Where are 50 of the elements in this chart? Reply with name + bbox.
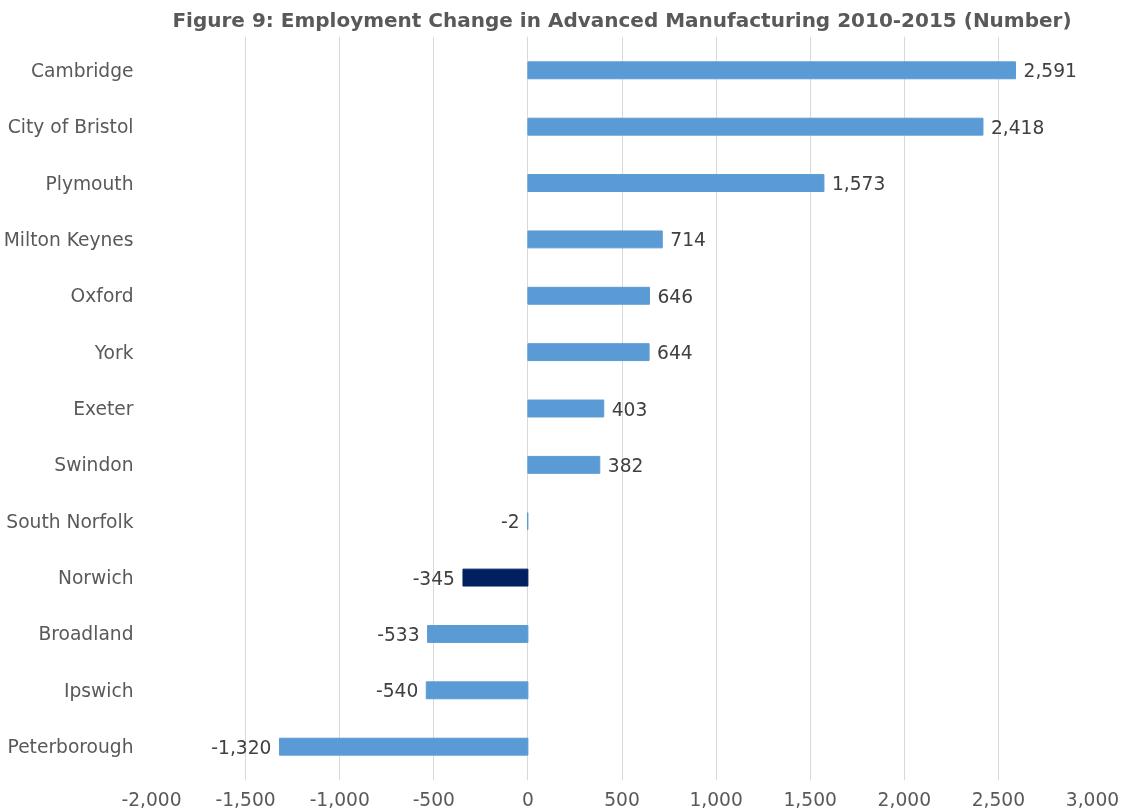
data-label: 1,573: [831, 173, 886, 195]
bar: [425, 681, 529, 700]
y-tick-label: South Norfolk: [6, 510, 134, 532]
data-label: 403: [611, 398, 648, 420]
x-tick-label: -2,000: [121, 788, 182, 808]
bar: [527, 286, 650, 305]
bar: [527, 117, 984, 136]
bar: [527, 399, 605, 418]
x-tick-label: 1,500: [783, 788, 837, 808]
x-tick-label: -1,000: [309, 788, 370, 808]
x-tick-label: 2,500: [971, 788, 1026, 808]
x-tick-label: -500: [412, 788, 455, 808]
y-tick-label: Swindon: [54, 454, 134, 476]
bar: [527, 230, 663, 249]
data-label: -540: [375, 680, 419, 702]
data-label: -533: [377, 623, 420, 645]
data-label: 382: [607, 454, 644, 476]
bar: [278, 737, 529, 756]
x-tick-label: 0: [521, 788, 534, 808]
data-label: -345: [412, 567, 455, 589]
bar: [427, 625, 529, 643]
x-tick-label: 500: [604, 788, 640, 808]
x-tick-label: 2,000: [877, 788, 932, 808]
y-tick-label: Plymouth: [45, 172, 134, 194]
x-tick-label: 3,000: [1065, 788, 1120, 808]
data-label: 646: [657, 285, 694, 307]
y-tick-label: Norwich: [57, 567, 134, 589]
y-tick-label: York: [93, 341, 134, 363]
x-tick-label: 1,000: [689, 788, 743, 808]
y-tick-label: Ipswich: [63, 679, 134, 701]
bar: [527, 455, 601, 474]
y-tick-label: Exeter: [73, 398, 134, 419]
y-tick-label: Oxford: [70, 285, 134, 307]
bar: [527, 343, 650, 362]
data-label: 2,418: [990, 116, 1045, 138]
data-label: 2,591: [1023, 60, 1077, 82]
data-label: -1,320: [211, 736, 272, 758]
data-label: 714: [670, 229, 706, 251]
y-tick-label: Cambridge: [31, 59, 134, 81]
data-label: 644: [657, 342, 693, 364]
bar: [527, 174, 825, 192]
y-tick-label: City of Bristol: [7, 116, 134, 138]
y-tick-label: Peterborough: [7, 736, 134, 758]
data-label: -2: [500, 511, 520, 533]
y-tick-label: Milton Keynes: [3, 228, 134, 250]
x-tick-label: -1,500: [215, 788, 276, 808]
chart-title: Figure 9: Employment Change in Advanced Manufacturing 2010-2015 (Number): [172, 7, 1072, 32]
y-tick-label: Broadland: [38, 623, 134, 645]
bar: [462, 568, 529, 587]
bar: [527, 61, 1017, 80]
